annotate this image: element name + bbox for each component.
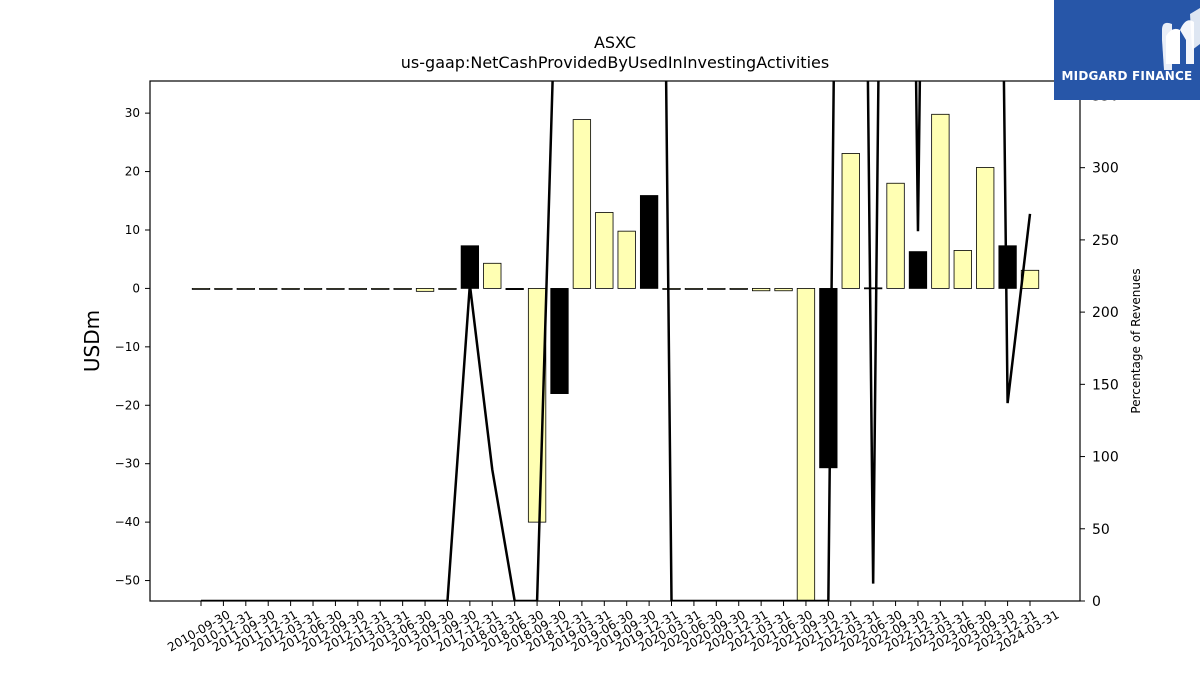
bar xyxy=(617,230,636,289)
y-tick-label: −50 xyxy=(115,574,140,588)
x-axis: 2010-09-302010-12-312011-09-302011-12-31… xyxy=(165,601,1062,654)
bar xyxy=(684,288,704,290)
y-axis-left: −50 −40 −30 −20 −10 0 10 20 30 xyxy=(115,106,150,588)
bar xyxy=(595,212,614,289)
bar xyxy=(214,288,233,290)
y-tick-label: −10 xyxy=(115,340,140,354)
midgard-logo-icon xyxy=(1162,8,1200,70)
bar xyxy=(908,251,928,289)
bar xyxy=(998,245,1017,289)
bar xyxy=(460,245,480,289)
chart-subtitle: us-gaap:NetCashProvidedByUsedInInvesting… xyxy=(401,53,829,72)
brand-name: MIDGARD FINANCE xyxy=(1061,69,1193,83)
bar xyxy=(483,262,502,289)
bar xyxy=(931,113,950,289)
y2-tick-label: 200 xyxy=(1092,305,1119,321)
bar xyxy=(281,288,300,290)
y-tick-label: 30 xyxy=(125,106,140,120)
bar xyxy=(415,288,435,292)
y-tick-label: −20 xyxy=(115,398,140,412)
bar xyxy=(639,195,659,289)
y2-axis-label: Percentage of Revenues xyxy=(1129,268,1143,413)
bar xyxy=(371,288,390,290)
y-tick-label: −40 xyxy=(115,515,140,529)
bar xyxy=(662,288,681,290)
ratio-line xyxy=(201,81,1032,601)
bar xyxy=(796,288,816,601)
y2-tick-label: 300 xyxy=(1092,161,1119,177)
chart-title: ASXC xyxy=(594,33,636,52)
bar xyxy=(707,288,726,290)
bar xyxy=(752,288,771,292)
bar xyxy=(550,288,569,394)
bar xyxy=(774,288,793,292)
y2-tick-label: 100 xyxy=(1092,450,1119,466)
bar xyxy=(841,153,860,289)
bar xyxy=(572,119,592,289)
plot-frame xyxy=(149,80,1081,602)
y2-tick-label: 150 xyxy=(1092,377,1119,393)
y-tick-label: 10 xyxy=(125,223,140,237)
bar xyxy=(505,288,524,290)
bar xyxy=(236,288,255,290)
y-tick-label: 20 xyxy=(125,165,140,179)
y-axis-label: USDm xyxy=(80,310,104,372)
bar xyxy=(864,287,883,290)
y2-tick-label: 0 xyxy=(1092,594,1101,610)
bar xyxy=(886,182,905,289)
bar xyxy=(259,288,278,290)
bar xyxy=(976,167,995,289)
bar xyxy=(303,288,323,290)
brand-logo: MIDGARD FINANCE xyxy=(1054,0,1200,100)
bar-series xyxy=(191,113,1040,601)
bar xyxy=(326,288,345,290)
y-tick-label: −30 xyxy=(115,457,140,471)
bar xyxy=(191,288,211,290)
y-tick-label: 0 xyxy=(132,281,140,295)
y-axis-right: 050100150200250300350 xyxy=(1080,88,1119,610)
bar xyxy=(438,288,457,290)
bar xyxy=(953,250,972,289)
bar xyxy=(393,288,412,290)
bar xyxy=(729,288,748,290)
bar xyxy=(819,288,838,469)
bar xyxy=(348,288,367,290)
y2-tick-label: 50 xyxy=(1092,522,1110,538)
y2-tick-label: 250 xyxy=(1092,233,1119,249)
